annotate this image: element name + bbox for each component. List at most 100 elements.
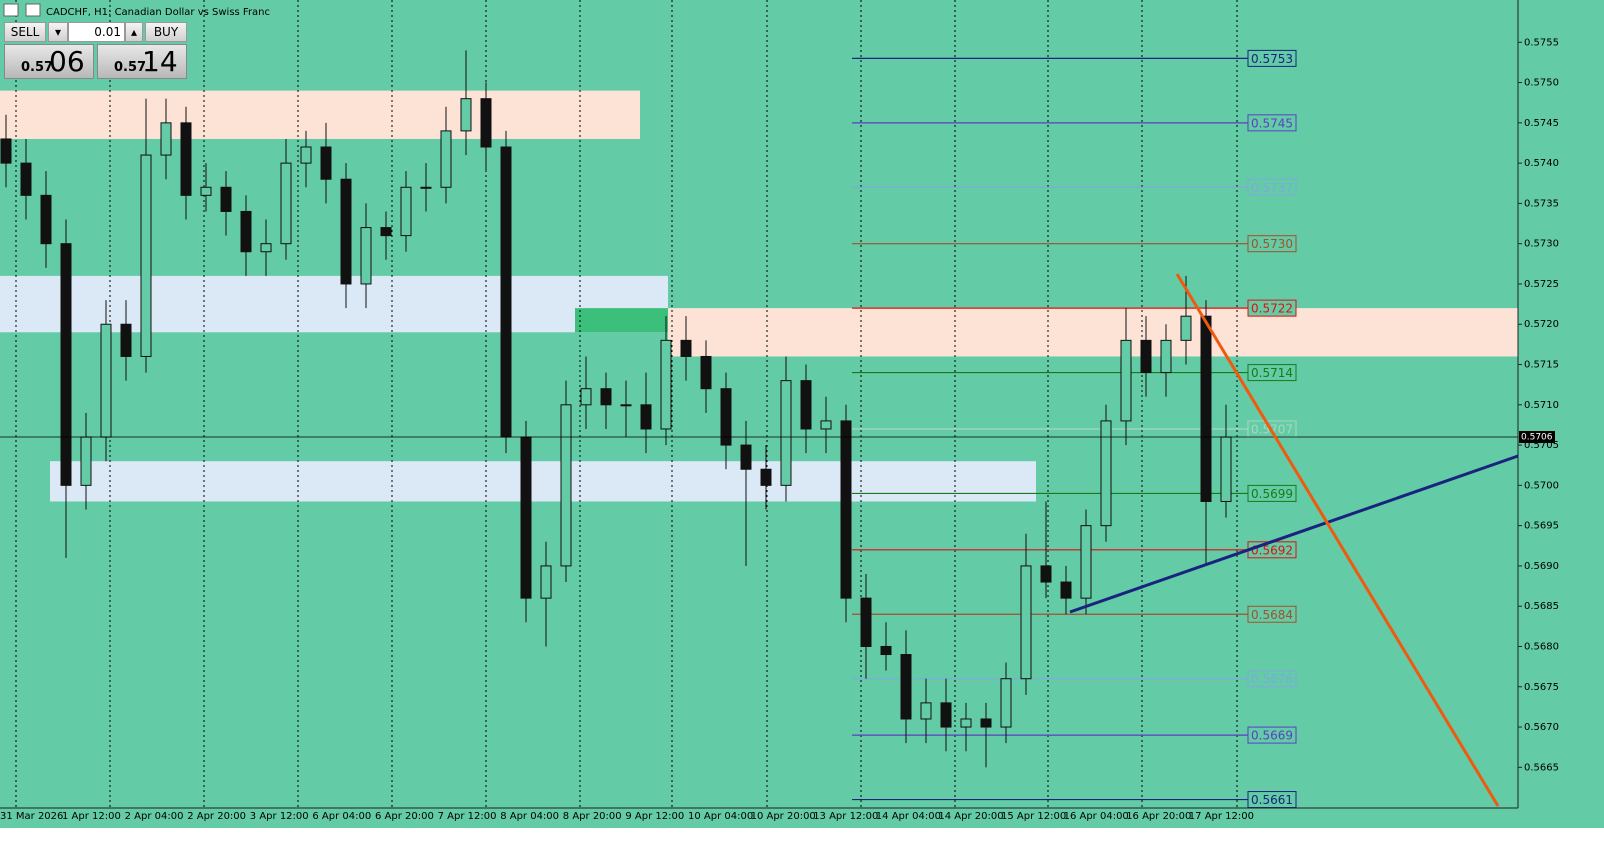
level-label: 0.5737: [1251, 181, 1293, 195]
candle-body: [220, 186, 232, 212]
candle-body: [160, 122, 172, 156]
candle-body: [920, 702, 932, 720]
candle-body: [340, 178, 352, 285]
level-box: [1247, 114, 1297, 132]
candle-body: [280, 162, 292, 245]
level-box: [1247, 299, 1297, 317]
x-tick-label: 3 Apr 12:00: [250, 811, 309, 822]
candle-body: [960, 718, 972, 728]
volume-input[interactable]: 0.01: [68, 22, 125, 42]
candle-body: [700, 355, 712, 390]
x-tick-label: 8 Apr 04:00: [500, 811, 559, 822]
zone: [0, 275, 668, 333]
level-label: 0.5730: [1251, 237, 1293, 251]
candle-body: [820, 420, 832, 430]
candle-body: [900, 654, 912, 720]
y-tick-label: 0.5715: [1524, 360, 1559, 371]
x-tick-label: 17 Apr 12:00: [1189, 811, 1254, 822]
x-tick-label: 16 Apr 20:00: [1126, 811, 1191, 822]
ask-small: 14: [142, 45, 178, 78]
y-tick-label: 0.5670: [1524, 722, 1559, 733]
candle-body: [860, 597, 872, 647]
candle-body: [800, 380, 812, 430]
y-tick-label: 0.5710: [1524, 400, 1559, 411]
y-tick-label: 0.5700: [1524, 480, 1559, 491]
current-price-label: 0.5706: [1521, 433, 1553, 443]
x-tick-label: 6 Apr 20:00: [375, 811, 434, 822]
y-tick-label: 0.5695: [1524, 521, 1559, 532]
candle-body: [380, 227, 392, 237]
y-tick-label: 0.5685: [1524, 601, 1559, 612]
candle-body: [1200, 315, 1212, 502]
chart-title: CADCHF, H1: Canadian Dollar vs Swiss Fra…: [46, 7, 270, 18]
x-tick-label: 7 Apr 12:00: [438, 811, 497, 822]
candle-body: [440, 130, 452, 188]
candle-body: [1220, 436, 1232, 502]
candle-body: [20, 162, 32, 196]
y-tick-label: 0.5735: [1524, 198, 1559, 209]
trendline-support: [1069, 454, 1519, 614]
candle-body: [80, 436, 92, 486]
y-tick-label: 0.5745: [1524, 118, 1559, 129]
candle-body: [1120, 339, 1132, 422]
y-tick-label: 0.5680: [1524, 641, 1559, 652]
candle-body: [200, 186, 212, 196]
candle-body: [600, 388, 612, 406]
candle-body: [1100, 420, 1112, 527]
trade-panel: SELL ▾ 0.01 ▴ BUY 0.57 06 0.57 14: [4, 22, 187, 79]
candle-body: [0, 138, 12, 164]
level-label: 0.5753: [1251, 52, 1293, 66]
candle-body: [780, 380, 792, 486]
ask-quote[interactable]: 0.57 14: [97, 44, 187, 79]
y-tick-label: 0.5690: [1524, 561, 1559, 572]
candle-body: [660, 339, 672, 430]
candle-body: [940, 702, 952, 728]
buy-button[interactable]: BUY: [145, 22, 187, 42]
candle-body: [1000, 678, 1012, 728]
ask-big: 0.57: [114, 60, 147, 75]
bid-quote[interactable]: 0.57 06: [4, 44, 94, 79]
y-tick-label: 0.5750: [1524, 78, 1559, 89]
level-box: [1247, 670, 1297, 688]
zone: [50, 461, 1036, 502]
candle-body: [620, 404, 632, 407]
zone: [0, 90, 640, 139]
x-tick-label: 2 Apr 20:00: [187, 811, 246, 822]
candle-body: [1080, 525, 1092, 599]
level-box: [1247, 364, 1297, 382]
candle-body: [240, 210, 252, 253]
sell-button[interactable]: SELL: [4, 22, 46, 42]
candle-body: [580, 388, 592, 406]
volume-up[interactable]: ▴: [125, 22, 143, 42]
trendline-resistance: [1175, 273, 1500, 807]
bid-small: 06: [49, 45, 85, 78]
volume-down[interactable]: ▾: [48, 22, 68, 42]
x-tick-label: 13 Apr 12:00: [813, 811, 878, 822]
candle-body: [540, 565, 552, 599]
candle-body: [1040, 565, 1052, 583]
level-label: 0.5722: [1251, 302, 1293, 316]
candle-body: [520, 436, 532, 599]
x-tick-label: 15 Apr 12:00: [1001, 811, 1066, 822]
candle-body: [500, 146, 512, 438]
y-tick-label: 0.5725: [1524, 279, 1559, 290]
candle-body: [140, 154, 152, 357]
x-tick-label: 14 Apr 04:00: [876, 811, 941, 822]
candle-body: [1160, 339, 1172, 374]
current-price-box: [1519, 431, 1555, 444]
y-tick-label: 0.5665: [1524, 762, 1559, 773]
candle-body: [100, 323, 112, 438]
candle-body: [980, 718, 992, 728]
y-tick-label: 0.5730: [1524, 239, 1559, 250]
candle-body: [880, 645, 892, 656]
x-tick-label: 1 Apr 12:00: [62, 811, 121, 822]
y-tick-label: 0.5720: [1524, 319, 1559, 330]
candle-body: [740, 444, 752, 470]
level-box: [1247, 235, 1297, 253]
candle-body: [60, 243, 72, 486]
candle-body: [180, 122, 192, 196]
candle-body: [300, 146, 312, 164]
chart-icon: [3, 3, 19, 17]
level-label: 0.5714: [1251, 366, 1293, 380]
